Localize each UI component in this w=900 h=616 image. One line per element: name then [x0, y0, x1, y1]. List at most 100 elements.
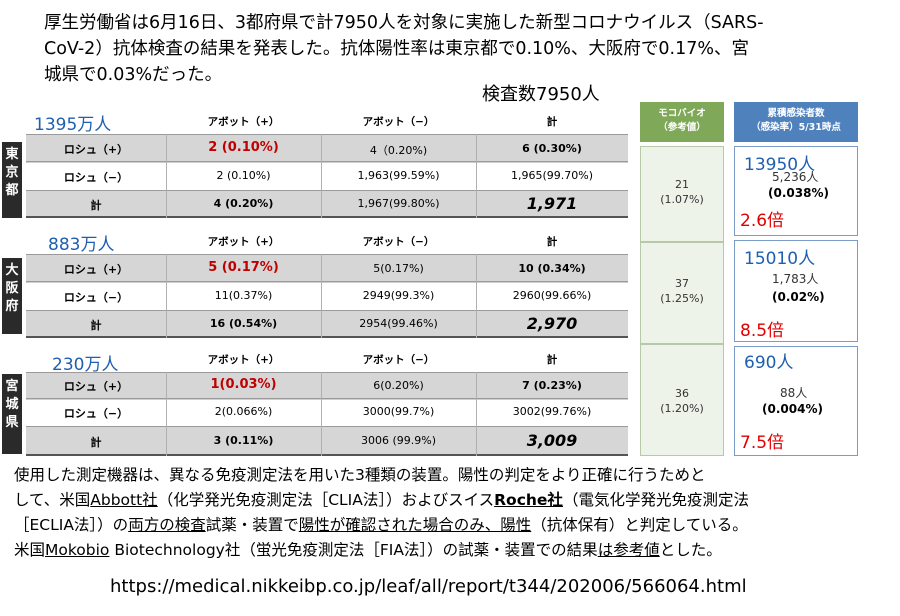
mokobio-rate: (1.25%) [660, 292, 704, 305]
row-label: ロシュ（−） [63, 291, 129, 304]
row-label: ロシュ（+） [63, 263, 129, 276]
total-tests-label: 検査数7950人 [482, 84, 600, 105]
cell-value: 3000(99.7%) [362, 405, 435, 418]
cell-value: 2954(99.46%) [359, 317, 438, 330]
mokobio-header-line: モコバイオ [658, 108, 706, 119]
cell-value: 2(0.066%) [214, 405, 273, 418]
estimated-infected: 690人 [744, 353, 794, 373]
headline-line: CoV-2）抗体検査の結果を発表した。抗体陽性率は東京都で0.10%、大阪府で0… [44, 39, 750, 59]
note-line: して、米国Abbott社（化学発光免疫測定法［CLIA法］）およびスイスRoch… [14, 488, 894, 513]
ratio-label: 8.5倍 [740, 321, 785, 341]
cell-value: 2 (0.10%) [216, 169, 271, 182]
source-url: https://medical.nikkeibp.co.jp/leaf/all/… [110, 576, 747, 597]
note-text: して、米国 [14, 491, 91, 509]
abbott-link: Abbott社 [90, 491, 158, 509]
cell-value: 5(0.17%) [373, 262, 424, 275]
cumulative-header-line: （感染率）5/31時点 [751, 122, 841, 133]
cell-value: 3006 (99.9%) [360, 434, 437, 447]
col-header-abbott-pos: アボット（+） [207, 354, 280, 366]
note-text: ［ECLIA法］）の [14, 516, 129, 534]
cell-value: 6 (0.30%) [522, 142, 582, 155]
cell-value: 2 (0.10%) [208, 140, 279, 155]
mokobio-header-line: （参考値） [658, 122, 706, 133]
mokobio-cell: 37 (1.25%) [640, 242, 724, 344]
table-row-total [26, 426, 628, 456]
note-text: （抗体保有）と判定している。 [531, 516, 748, 534]
emphasis-reference: は参考値 [597, 541, 660, 559]
cell-value: 2949(99.3%) [362, 289, 435, 302]
cell-value: 10 (0.34%) [518, 262, 586, 275]
col-header-abbott-neg: アボット（−） [362, 236, 435, 248]
col-header-total: 計 [546, 116, 558, 128]
cumulative-cell [734, 240, 858, 342]
column-divider [321, 254, 322, 338]
cumulative-header-line: 累積感染者数 [767, 108, 825, 119]
table-row-total [26, 190, 628, 218]
col-header-abbott-neg: アボット（−） [362, 116, 435, 128]
ratio-label: 2.6倍 [740, 211, 785, 231]
roche-link: Roche社 [494, 491, 563, 509]
infection-rate: (0.02%) [772, 290, 825, 304]
prefecture-label: 大阪府 [2, 258, 22, 334]
ratio-label: 7.5倍 [740, 433, 785, 453]
estimated-infected: 15010人 [744, 249, 816, 269]
column-divider [321, 372, 322, 456]
row-label: ロシュ（+） [63, 143, 129, 156]
note-text: 使用した測定機器は、異なる免疫測定法を用いた3種類の装置。陽性の判定をより正確に… [14, 466, 706, 484]
row-label: ロシュ（−） [63, 407, 129, 420]
row-label: 計 [90, 199, 102, 212]
headline: 厚生労働省は6月16日、3都府県で計7950人を対象に実施した新型コロナウイルス… [44, 10, 890, 88]
cell-value: 1,963(99.59%) [357, 169, 440, 182]
note-text: （化学発光免疫測定法［CLIA法］）およびスイス [157, 491, 495, 509]
mokobio-count: 37 [675, 277, 689, 290]
cell-value: 1,967(99.80%) [357, 197, 440, 210]
column-divider [321, 134, 322, 218]
cell-value: 1,971 [526, 194, 578, 213]
row-label: 計 [90, 319, 102, 332]
note-text: Biotechnology社（蛍光免疫測定法［FIA法］）の試薬・装置での結果 [109, 541, 598, 559]
note-text: 米国 [14, 541, 46, 559]
emphasis-both: 両方の検査 [128, 516, 206, 534]
infection-rate: (0.004%) [762, 402, 823, 416]
cell-value: 1(0.03%) [210, 377, 277, 392]
row-label: ロシュ（+） [63, 380, 129, 393]
column-divider [166, 134, 167, 218]
col-header-abbott-pos: アボット（+） [207, 116, 280, 128]
col-header-total: 計 [546, 236, 558, 248]
cell-value: 1,965(99.70%) [510, 169, 594, 182]
cumulative-cell [734, 346, 858, 456]
table-row [26, 372, 628, 399]
mokobio-header: モコバイオ （参考値） [640, 102, 724, 142]
note-text: とした。 [659, 541, 722, 559]
table-row [26, 254, 628, 282]
cell-value: 4 (0.20%) [213, 197, 274, 210]
headline-line: 城県で0.03%だった。 [44, 65, 223, 85]
row-label: ロシュ（−） [63, 171, 129, 184]
mokobio-count: 36 [675, 387, 689, 400]
mokobio-rate: (1.20%) [660, 402, 704, 415]
prefecture-label: 東京都 [2, 142, 22, 218]
table-row [26, 162, 628, 190]
note-line: ［ECLIA法］）の両方の検査試薬・装置で陽性が確認された場合のみ、陽性（抗体保… [14, 513, 894, 538]
table-row-total [26, 310, 628, 338]
note-text: 試薬・装置で [205, 516, 299, 534]
cell-value: 2960(99.66%) [512, 289, 592, 302]
cell-value: 2,970 [526, 314, 578, 333]
infected-count: 5,236人 [772, 170, 819, 184]
infected-count: 1,783人 [772, 272, 819, 286]
cell-value: 5 (0.17%) [208, 260, 279, 275]
column-divider [476, 254, 477, 338]
cell-value: 7 (0.23%) [522, 379, 582, 392]
cumulative-cell [734, 146, 858, 236]
table-row [26, 282, 628, 310]
emphasis-confirmed: 陽性が確認された場合のみ、陽性 [298, 516, 532, 534]
prefecture-label: 宮城県 [2, 374, 22, 454]
mokobio-count: 21 [675, 178, 689, 191]
col-header-abbott-pos: アボット（+） [207, 236, 280, 248]
col-header-abbott-neg: アボット（−） [362, 354, 435, 366]
cell-value: 11(0.37%) [214, 289, 273, 302]
cell-value: 4（0.20%) [369, 144, 428, 157]
population-label: 883万人 [48, 235, 115, 255]
mokobio-link: Mokobio [45, 541, 110, 559]
cell-value: 16 (0.54%) [209, 317, 278, 330]
